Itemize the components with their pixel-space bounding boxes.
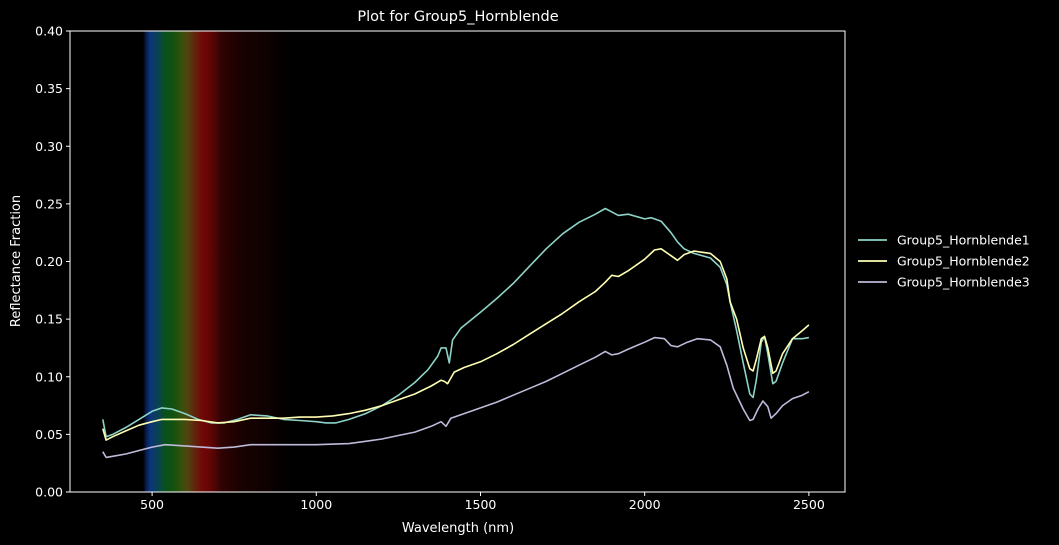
series-lines	[102, 207, 810, 459]
y-axis-label: Reflectance Fraction	[9, 195, 24, 327]
legend: Group5_Hornblende1 Group5_Hornblende2 Grou…	[858, 233, 1030, 290]
x-tick-label: 1000	[300, 497, 332, 512]
y-tick-label: 0.35	[35, 81, 63, 96]
x-tick-label: 2000	[629, 497, 661, 512]
y-tick-label: 0.15	[35, 312, 63, 327]
series-line-3	[102, 336, 810, 459]
y-tick-label: 0.30	[35, 139, 63, 154]
y-tick-label: 0.00	[35, 485, 63, 500]
x-tick-label: 1500	[465, 497, 497, 512]
spectrum-band-rect	[142, 31, 300, 492]
x-tick-label: 2500	[793, 497, 825, 512]
y-tick-label: 0.10	[35, 369, 63, 384]
y-axis: 0.00 0.05 0.10 0.15 0.20 0.25 0.30 0.35 0.40	[35, 24, 70, 500]
y-tick-label: 0.20	[35, 254, 63, 269]
y-tick-label: 0.25	[35, 196, 63, 211]
legend-label-2: Group5_Hornblende2	[897, 254, 1030, 269]
visible-spectrum-band	[142, 31, 300, 492]
x-axis-label: Wavelength (nm)	[402, 521, 514, 536]
series-line-2	[102, 248, 810, 441]
x-tick-label: 500	[140, 497, 164, 512]
legend-label-1: Group5_Hornblende1	[897, 233, 1030, 248]
x-axis: 500 1000 1500 2000 2500	[140, 492, 825, 512]
legend-label-3: Group5_Hornblende3	[897, 275, 1030, 290]
chart-title: Plot for Group5_Hornblende	[357, 9, 558, 25]
y-tick-label: 0.05	[35, 427, 63, 442]
y-tick-label: 0.40	[35, 24, 63, 39]
